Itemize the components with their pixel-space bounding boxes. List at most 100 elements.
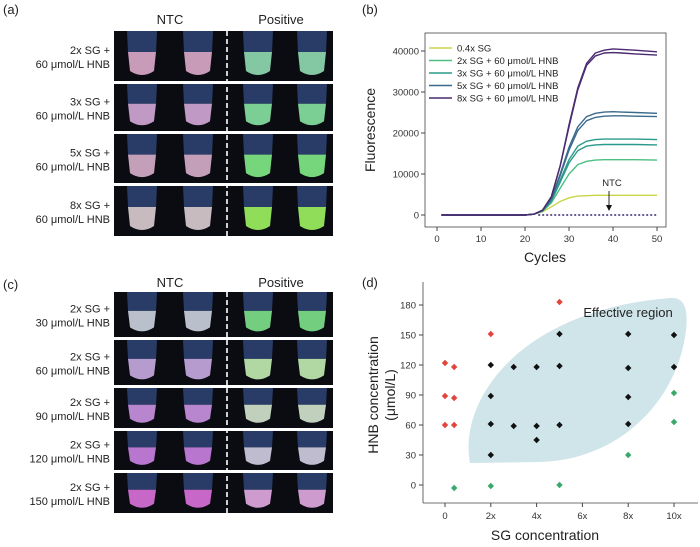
green-data-point: [670, 389, 678, 397]
red-data-point: [441, 392, 449, 400]
black-data-point: [510, 363, 517, 371]
row-label-sg: 2x SG +: [70, 304, 110, 316]
x-tick-label: 4x: [532, 511, 542, 522]
row-label-hnb: 60 μmol/L HNB: [36, 111, 110, 123]
positive-tube-liquid: [244, 52, 272, 75]
ntc-tube-liquid: [128, 404, 156, 423]
tube-body: [127, 431, 157, 448]
ntc-tube-liquid: [184, 103, 212, 126]
fluorescence-chart: Cycles Fluorescence NTC 0 10 20 30 40 50 0 1000…: [362, 32, 667, 265]
photo-row: 8x SG + 60 μmol/L HNB: [36, 186, 333, 236]
green-data-point: [625, 451, 632, 459]
photo-row: 2x SG + 60 μmol/L HNB: [36, 31, 333, 81]
photo-row: 2x SG + 30 μmol/L HNB: [36, 292, 333, 337]
legend-entry: 0.4x SG: [457, 44, 491, 55]
x-tick-label: 2x: [486, 511, 496, 522]
panel-c-header-ntc: NTC: [157, 275, 184, 290]
panel-a-header-positive: Positive: [258, 12, 304, 27]
x-tick-label: 6x: [577, 511, 587, 522]
row-label-sg: 2x SG +: [70, 352, 110, 364]
x-tick-label: 20: [520, 234, 531, 245]
effective-region-label: Effective region: [583, 305, 672, 320]
ntc-tube-liquid: [128, 358, 156, 380]
red-data-point: [556, 298, 563, 306]
tube-body: [183, 388, 213, 405]
ntc-tube-liquid: [184, 52, 212, 75]
panel-a-header-ntc: NTC: [157, 12, 184, 27]
positive-tube-liquid: [244, 447, 272, 465]
black-data-point: [487, 392, 494, 400]
black-data-point: [487, 420, 494, 428]
black-data-point: [625, 330, 632, 338]
tube-body: [127, 84, 157, 104]
row-label-hnb: 30 μmol/L HNB: [36, 318, 110, 330]
row-label-hnb: 60 μmol/L HNB: [36, 162, 110, 174]
black-data-point: [533, 422, 540, 430]
positive-tube-liquid: [298, 207, 326, 230]
y-tick-label: 60: [405, 421, 416, 432]
red-data-point: [450, 421, 458, 429]
tube-body: [127, 186, 157, 207]
y-tick-label: 150: [400, 331, 416, 342]
ntc-arrowhead-icon: [606, 205, 612, 211]
photo-row: 2x SG + 60 μmol/L HNB: [36, 340, 333, 385]
effective-region-area: [468, 297, 687, 463]
black-data-point: [556, 330, 563, 338]
row-label-hnb: 90 μmol/L HNB: [36, 411, 110, 423]
y-tick-label: 0: [411, 481, 416, 492]
positive-tube-liquid: [244, 310, 272, 332]
x-tick-label: 30: [564, 234, 575, 245]
black-data-point: [533, 436, 540, 444]
red-data-point: [487, 330, 494, 338]
tube-body: [297, 84, 327, 104]
y-tick-label: 30: [405, 451, 416, 462]
tube-body: [127, 292, 157, 311]
tube-body: [127, 340, 157, 359]
ntc-tube-liquid: [184, 404, 212, 423]
green-data-point: [670, 418, 678, 426]
effective-region-scatter: Effective region SG concentration HNB co…: [365, 282, 698, 543]
x-axis-title: SG concentration: [491, 527, 599, 543]
tube-body: [243, 431, 273, 448]
panel-c-header-positive: Positive: [258, 275, 304, 290]
x-axis-title: Cycles: [524, 249, 566, 265]
tube-body: [243, 473, 273, 490]
row-label-hnb: 150 μmol/L HNB: [29, 496, 110, 508]
y-tick-label: 120: [400, 361, 416, 372]
y-tick-label: 30000: [393, 88, 419, 99]
tube-body: [183, 473, 213, 490]
black-data-point: [670, 363, 678, 371]
x-tick-label: 10x: [666, 511, 682, 522]
black-data-point: [556, 362, 563, 370]
red-data-point: [441, 421, 449, 429]
black-data-point: [487, 451, 494, 459]
photo-row: 2x SG + 120 μmol/L HNB: [29, 431, 333, 470]
x-tick-label: 50: [652, 234, 663, 245]
y-tick-label: 10000: [393, 170, 419, 181]
red-data-point: [441, 359, 449, 367]
tube-body: [183, 134, 213, 155]
x-tick-label: 8x: [623, 511, 633, 522]
black-data-point: [487, 361, 494, 369]
tube-body: [183, 84, 213, 104]
tube-body: [243, 388, 273, 405]
tube-body: [297, 388, 327, 405]
black-data-point: [533, 363, 540, 371]
row-label-sg: 2x SG +: [70, 45, 110, 57]
ntc-tube-liquid: [184, 447, 212, 465]
y-axis-title: Fluorescence: [362, 88, 378, 172]
ntc-tube-liquid: [128, 52, 156, 75]
ntc-tube-liquid: [184, 154, 212, 178]
photo-row: 2x SG + 90 μmol/L HNB: [36, 388, 333, 428]
positive-tube-liquid: [244, 154, 272, 178]
tube-body: [243, 134, 273, 155]
series-line: [441, 51, 658, 216]
ntc-tube-liquid: [184, 489, 212, 508]
tube-body: [243, 31, 273, 52]
positive-tube-liquid: [244, 207, 272, 230]
tube-body: [183, 340, 213, 359]
row-label-sg: 2x SG +: [70, 440, 110, 452]
y-tick-label: 20000: [393, 129, 419, 140]
legend-entry: 2x SG + 60 μmol/L HNB: [457, 56, 558, 67]
